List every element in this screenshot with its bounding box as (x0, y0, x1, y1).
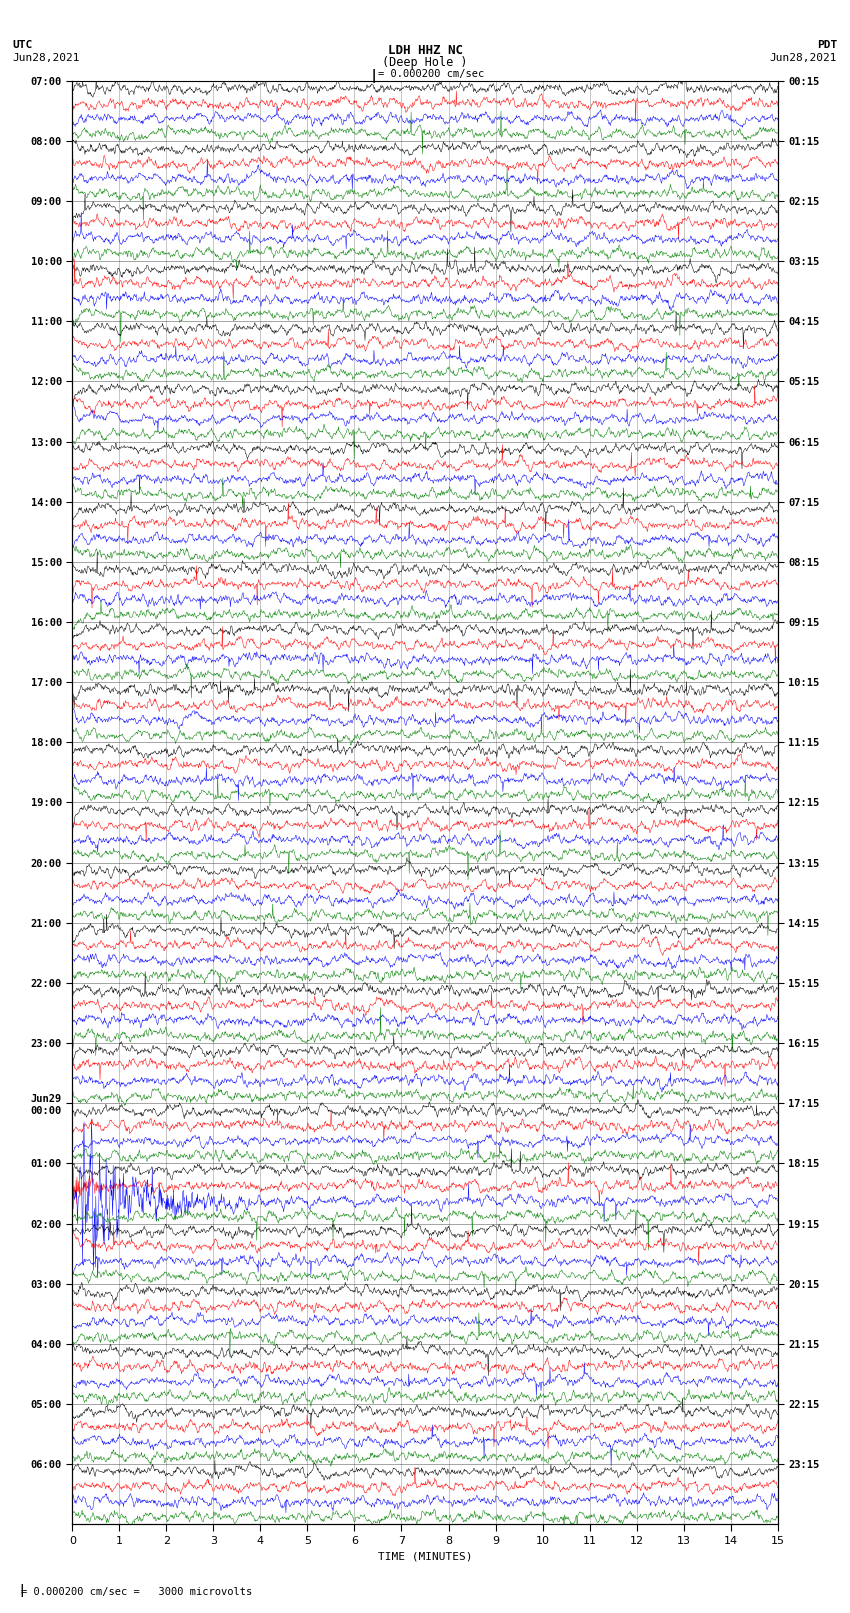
Text: |: | (370, 69, 378, 84)
Text: PDT: PDT (817, 40, 837, 50)
X-axis label: TIME (MINUTES): TIME (MINUTES) (377, 1552, 473, 1561)
Text: UTC: UTC (13, 40, 33, 50)
Text: Jun28,2021: Jun28,2021 (13, 53, 80, 63)
Text: Jun28,2021: Jun28,2021 (770, 53, 837, 63)
Text: = 0.000200 cm/sec: = 0.000200 cm/sec (378, 69, 484, 79)
Text: (Deep Hole ): (Deep Hole ) (382, 56, 468, 69)
Text: LDH HHZ NC: LDH HHZ NC (388, 44, 462, 56)
Text: = 0.000200 cm/sec =   3000 microvolts: = 0.000200 cm/sec = 3000 microvolts (21, 1587, 252, 1597)
Text: |: | (11, 1584, 26, 1597)
